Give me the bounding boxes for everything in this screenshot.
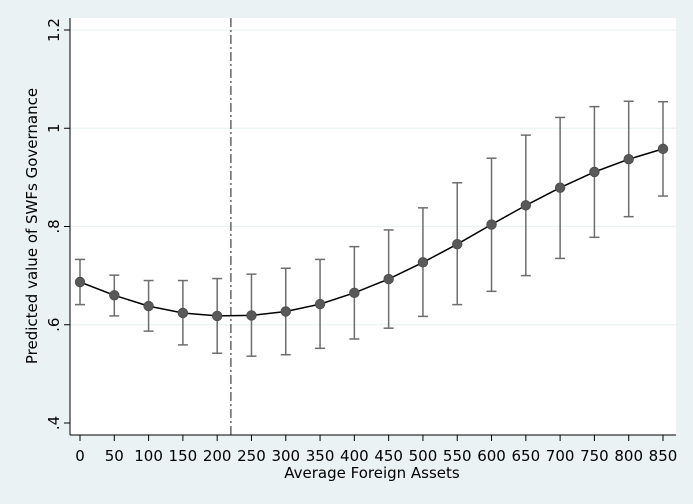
x-tick-label: 800: [614, 447, 643, 465]
x-axis-ticks: 0 50 100 150 200 250 300 350 400 450 500 550 600 650 7…: [75, 435, 677, 465]
x-tick-label: 750: [580, 447, 609, 465]
x-tick-label: 300: [271, 447, 300, 465]
data-point: [177, 307, 189, 319]
data-point: [109, 290, 120, 301]
data-points: [74, 143, 669, 322]
x-axis-label: Average Foreign Assets: [284, 464, 460, 482]
data-point: [349, 287, 360, 299]
data-point: [211, 310, 223, 322]
data-point: [417, 257, 429, 268]
data-point: [383, 273, 394, 285]
y-tick-label: .4: [45, 416, 63, 430]
data-point: [486, 219, 497, 230]
data-point: [623, 153, 634, 165]
x-tick-label: 100: [134, 447, 163, 465]
y-tick-label: 1: [45, 123, 63, 133]
series-line-group: [79, 148, 664, 317]
x-tick-label: 250: [237, 447, 266, 465]
data-point: [143, 300, 154, 312]
x-tick-label: 350: [306, 447, 335, 465]
data-point: [74, 276, 86, 288]
data-point: [280, 306, 291, 317]
data-point: [314, 298, 326, 310]
grid-lines: [70, 29, 676, 326]
x-tick-label: 450: [374, 447, 403, 465]
data-point: [554, 182, 566, 193]
y-axis-ticks: .4 .6 .8 1 1.2: [45, 18, 70, 430]
y-tick-label: 1.2: [45, 18, 63, 42]
data-point: [452, 238, 463, 250]
x-tick-label: 700: [546, 447, 575, 465]
x-tick-label: 150: [169, 447, 198, 465]
data-point: [520, 200, 532, 211]
data-point: [246, 310, 257, 321]
x-tick-label: 850: [649, 447, 678, 465]
x-tick-label: 400: [340, 447, 369, 465]
x-tick-label: 500: [409, 447, 438, 465]
y-axis-label: Predicted value of SWFs Governance: [23, 88, 41, 364]
data-point: [657, 143, 669, 155]
x-tick-label: 50: [105, 447, 124, 465]
x-tick-label: 650: [512, 447, 541, 465]
data-point: [589, 166, 600, 178]
y-tick-label: .6: [45, 318, 63, 332]
x-tick-label: 0: [75, 447, 85, 465]
x-tick-label: 550: [443, 447, 472, 465]
series-line: [79, 148, 664, 317]
x-tick-label: 600: [477, 447, 506, 465]
x-tick-label: 200: [203, 447, 232, 465]
y-tick-label: .8: [45, 219, 63, 233]
